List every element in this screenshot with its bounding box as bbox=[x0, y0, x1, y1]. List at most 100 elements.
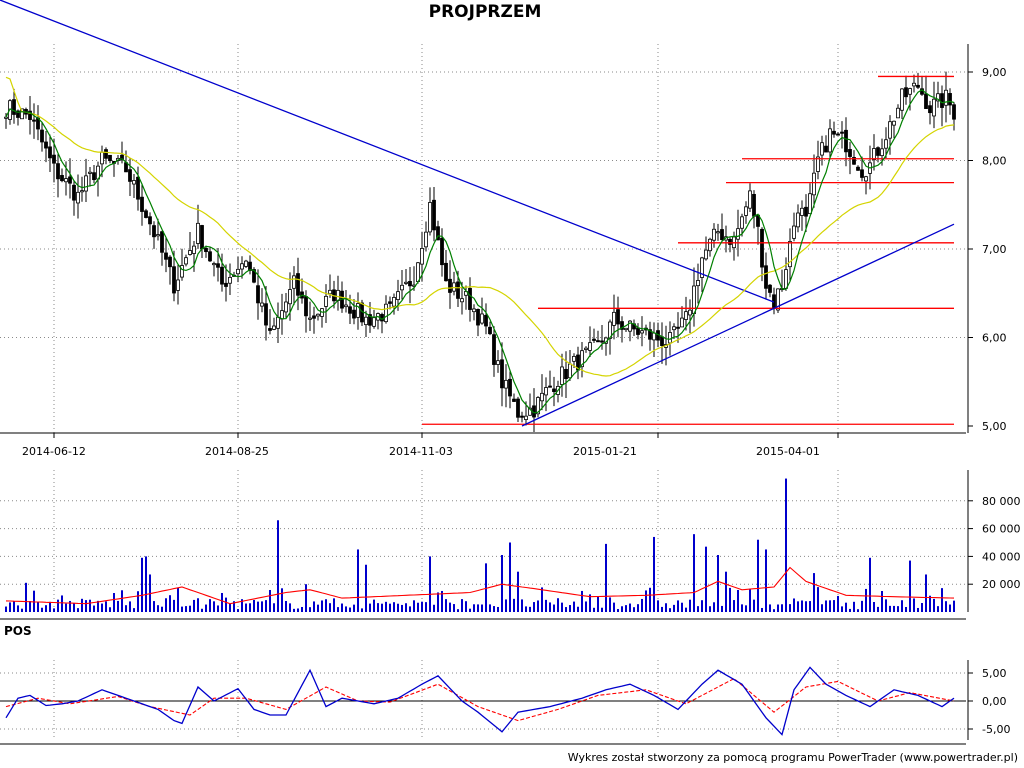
volume-bar bbox=[93, 605, 95, 612]
candle-body bbox=[636, 327, 640, 335]
volume-bar bbox=[185, 606, 187, 612]
volume-bar bbox=[433, 604, 435, 612]
volume-bar bbox=[881, 590, 883, 612]
volume-y-tick-label: 60 000 bbox=[982, 523, 1021, 536]
price-x-tick-label: 2015-01-21 bbox=[573, 445, 637, 458]
volume-bar bbox=[117, 600, 119, 612]
candle-body bbox=[588, 342, 592, 351]
volume-bar bbox=[561, 602, 563, 612]
volume-bar bbox=[589, 594, 591, 612]
candle-body bbox=[596, 340, 600, 343]
candle-body bbox=[700, 257, 704, 278]
volume-bar bbox=[309, 607, 311, 612]
candle-body bbox=[552, 388, 556, 392]
candle-body bbox=[696, 280, 700, 287]
candle-body bbox=[784, 269, 788, 289]
volume-bar bbox=[913, 598, 915, 612]
candle-body bbox=[180, 265, 184, 278]
price-candles bbox=[4, 71, 956, 432]
candle-body bbox=[584, 347, 588, 350]
candle-body bbox=[628, 320, 632, 332]
candle-body bbox=[680, 317, 684, 328]
candle-body bbox=[132, 180, 136, 185]
price-y-tick-label: 5,00 bbox=[982, 420, 1007, 433]
volume-bar bbox=[653, 536, 655, 612]
volume-bar bbox=[229, 603, 231, 612]
candle-body bbox=[468, 287, 472, 310]
volume-bar bbox=[537, 600, 539, 612]
candle-body bbox=[836, 133, 840, 136]
volume-bar bbox=[301, 606, 303, 612]
candle-body bbox=[52, 154, 56, 164]
volume-bar bbox=[273, 603, 275, 612]
volume-bar bbox=[329, 603, 331, 612]
volume-bar bbox=[773, 609, 775, 612]
candle-body bbox=[288, 289, 292, 305]
candle-body bbox=[912, 82, 916, 87]
candle-body bbox=[712, 228, 716, 241]
candle-body bbox=[820, 142, 824, 156]
volume-bar bbox=[737, 589, 739, 612]
volume-bar bbox=[437, 592, 439, 612]
candle-body bbox=[944, 89, 948, 106]
volume-bar bbox=[189, 605, 191, 612]
candle-body bbox=[344, 304, 348, 308]
candle-body bbox=[896, 107, 900, 119]
candle-body bbox=[808, 193, 812, 215]
volume-y-tick-label: 20 000 bbox=[982, 578, 1021, 591]
candle-body bbox=[852, 157, 856, 165]
volume-bar bbox=[909, 560, 911, 612]
candle-body bbox=[792, 225, 796, 239]
volume-bar bbox=[201, 608, 203, 612]
chart-title: PROJPRZEM bbox=[428, 2, 542, 22]
volume-bar bbox=[381, 603, 383, 612]
volume-bar bbox=[865, 588, 867, 612]
candle-body bbox=[16, 110, 20, 118]
volume-bar bbox=[353, 604, 355, 612]
candle-body bbox=[592, 338, 596, 341]
volume-bar bbox=[493, 606, 495, 612]
price-grid bbox=[0, 44, 966, 434]
candle-body bbox=[828, 128, 832, 153]
volume-bar bbox=[209, 599, 211, 612]
volume-y-tick-label: 80 000 bbox=[982, 495, 1021, 508]
volume-bar bbox=[241, 599, 243, 612]
candle-body bbox=[312, 315, 316, 319]
volume-bar bbox=[113, 593, 115, 612]
volume-bar bbox=[713, 602, 715, 612]
volume-bar bbox=[629, 603, 631, 612]
candle-body bbox=[264, 303, 268, 326]
volume-bar bbox=[781, 604, 783, 612]
volume-bar bbox=[173, 599, 175, 612]
candle-body bbox=[544, 387, 548, 396]
volume-bar bbox=[197, 598, 199, 612]
volume-bar bbox=[525, 606, 527, 612]
candle-body bbox=[728, 238, 732, 245]
volume-bar bbox=[257, 601, 259, 612]
candle-body bbox=[100, 151, 104, 165]
candle-body bbox=[192, 245, 196, 254]
candle-body bbox=[92, 172, 96, 181]
volume-bar bbox=[389, 603, 391, 612]
candle-body bbox=[448, 278, 452, 293]
pos-axis: -5,00 0,00 5,00 bbox=[967, 660, 1010, 740]
candle-body bbox=[928, 105, 932, 114]
candle-body bbox=[212, 263, 216, 266]
volume-bar bbox=[685, 607, 687, 612]
volume-bar bbox=[765, 549, 767, 612]
volume-bar bbox=[769, 604, 771, 612]
volume-bar bbox=[449, 602, 451, 612]
volume-bar bbox=[829, 600, 831, 612]
ma-fast-line bbox=[5, 89, 955, 414]
volume-bar bbox=[789, 604, 791, 612]
volume-bar bbox=[853, 601, 855, 612]
volume-bar bbox=[321, 600, 323, 612]
candle-body bbox=[268, 328, 272, 331]
candle-body bbox=[404, 281, 408, 284]
candle-body bbox=[816, 156, 820, 172]
volume-bar bbox=[121, 590, 123, 612]
candle-body bbox=[120, 154, 124, 161]
candle-body bbox=[916, 84, 920, 88]
candle-body bbox=[504, 379, 508, 389]
volume-bar bbox=[237, 609, 239, 612]
